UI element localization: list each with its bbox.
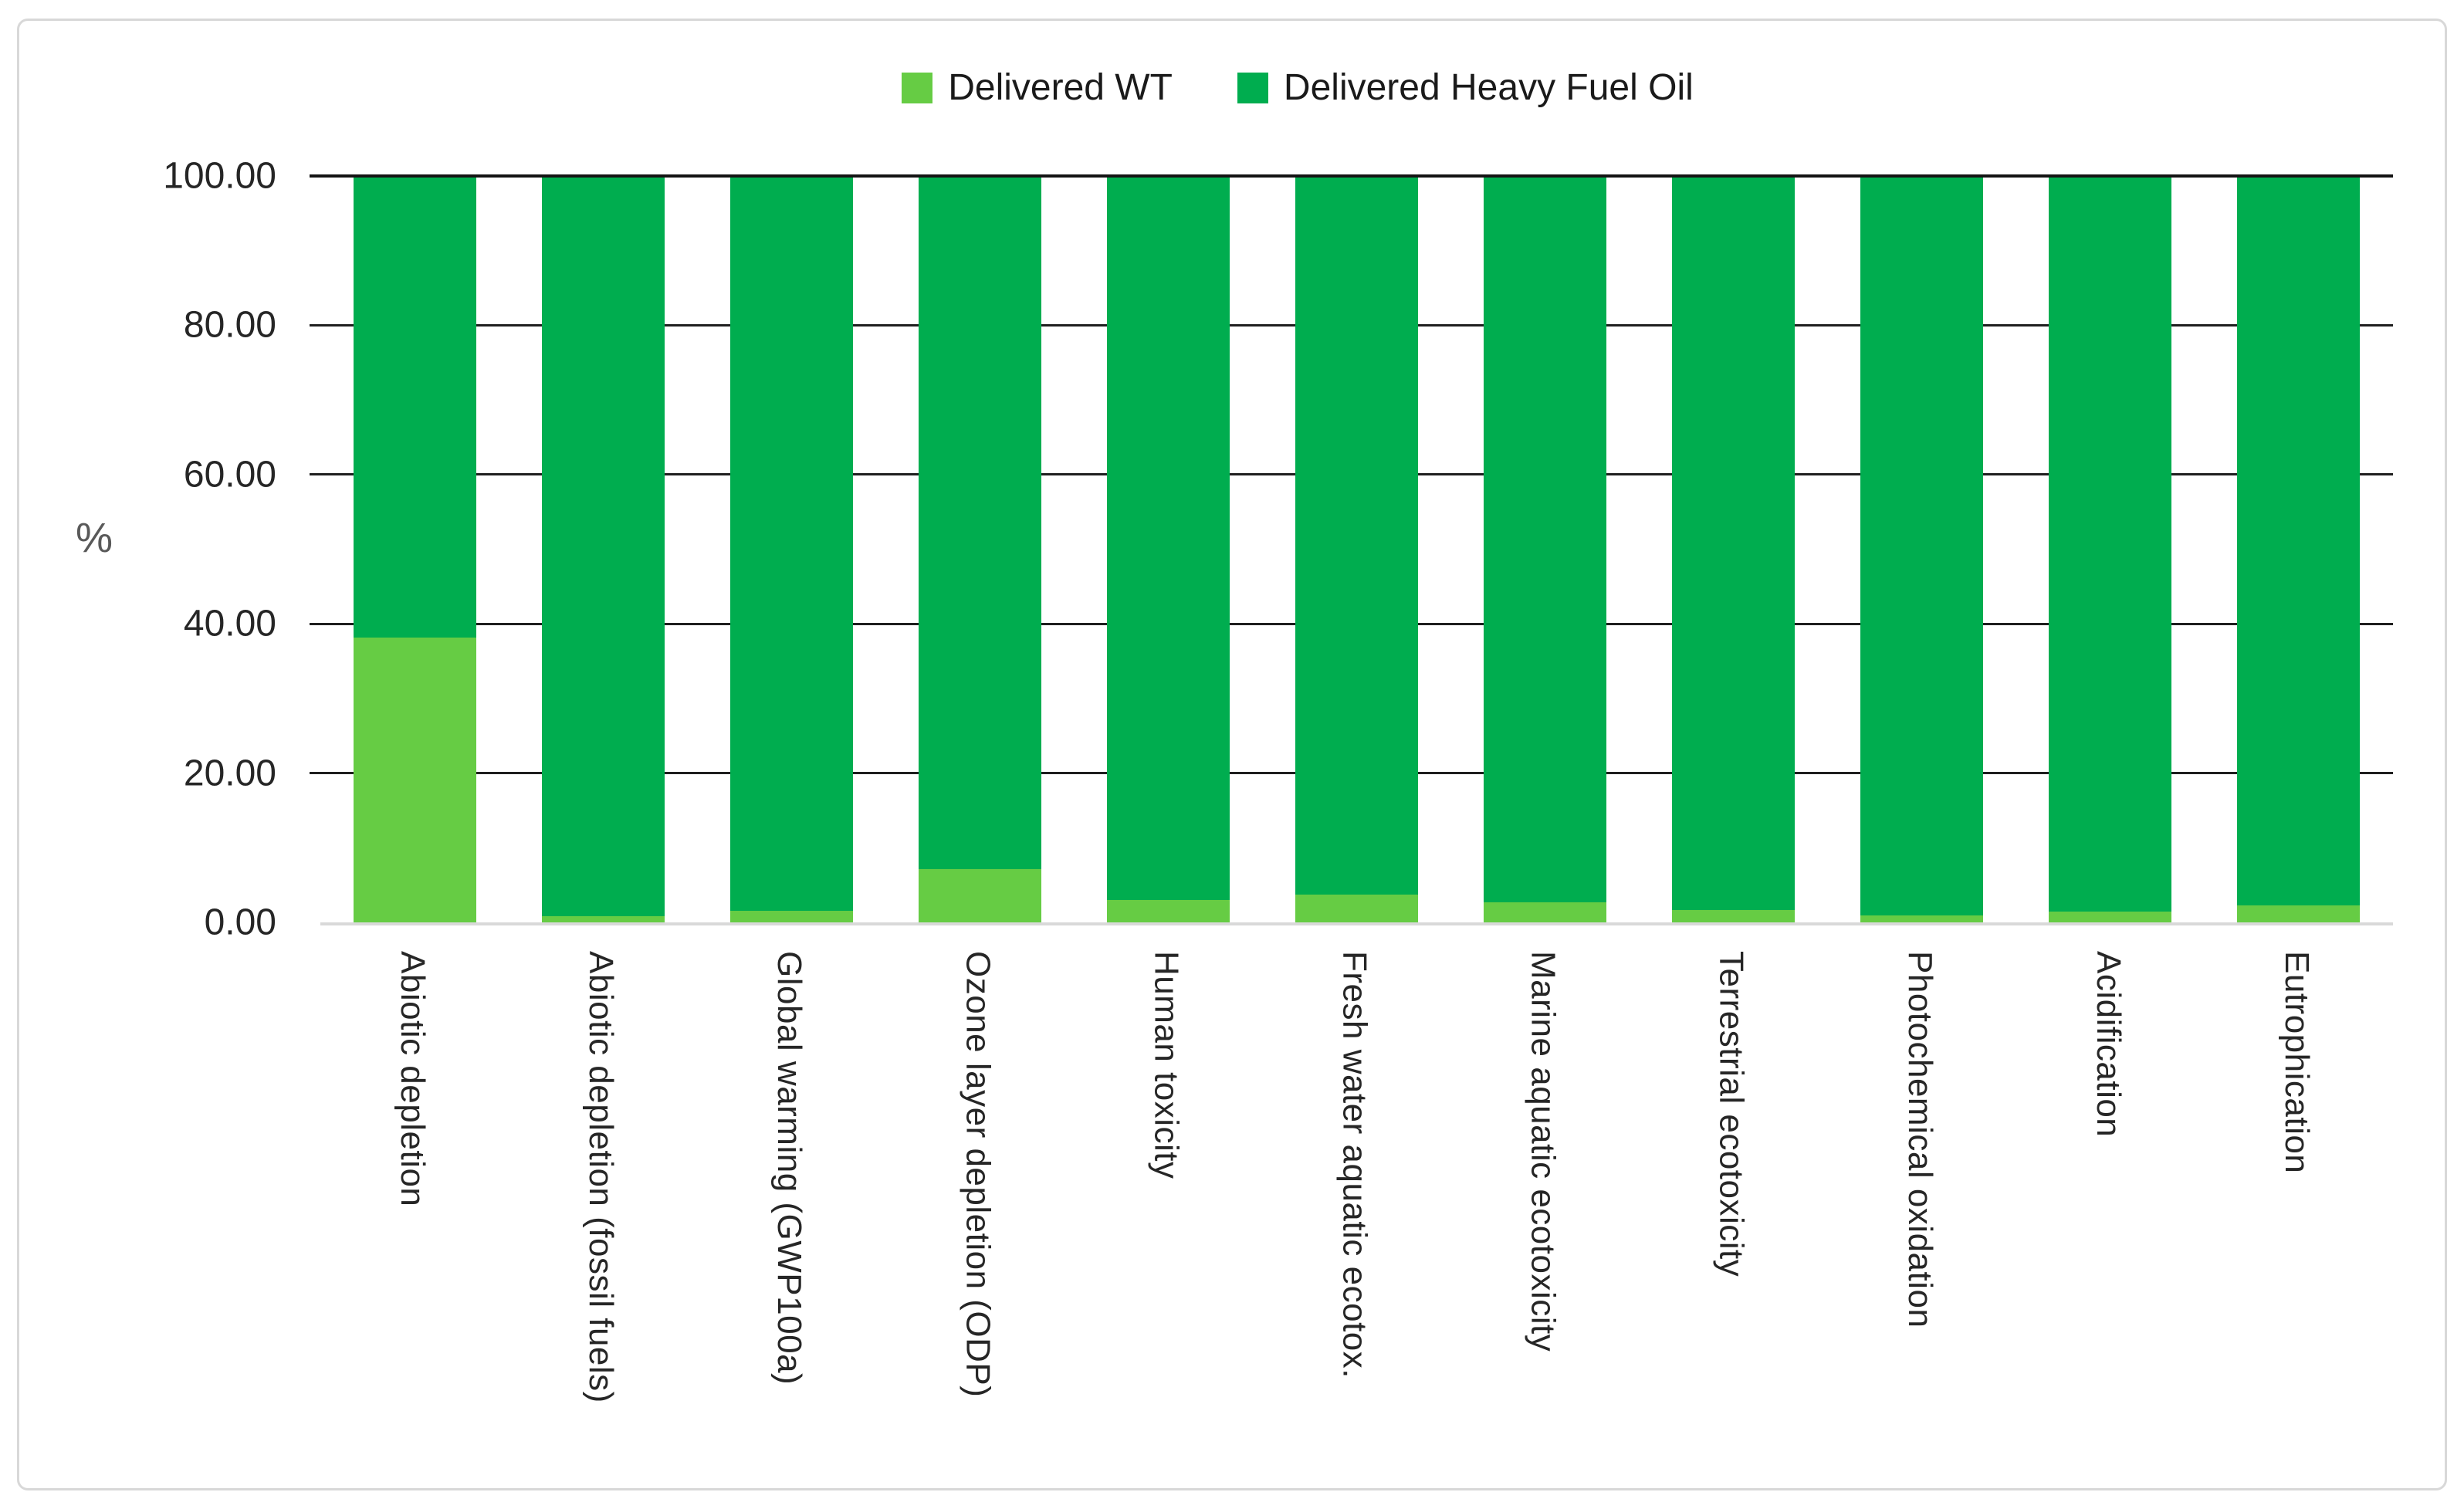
bar-slot [885, 176, 1074, 922]
bar-slot [1640, 176, 1828, 922]
bar-slot [320, 176, 509, 922]
legend-label: Delivered WT [948, 67, 1173, 108]
bar-segment-delivered-heavy-fuel-oil [1860, 176, 1984, 916]
x-axis-line [320, 922, 2393, 925]
x-category-label: Marine aquatic ecotoxicity [1524, 951, 1562, 1352]
bar-segment-delivered-heavy-fuel-oil [918, 176, 1041, 870]
stacked-bar-6 [1295, 176, 1418, 922]
legend-item-delivered-wt: Delivered WT [902, 66, 1173, 109]
legend-swatch-delivered-wt [902, 72, 933, 103]
x-category-label: Abiotic depletion (fossil fuels) [582, 951, 621, 1403]
bar-slot [2205, 176, 2393, 922]
y-tick-label-40: 40.00 [183, 603, 276, 645]
bar-slot [2016, 176, 2205, 922]
bar-segment-delivered-wt [1672, 909, 1796, 922]
y-tick-label-100: 100.00 [163, 155, 276, 197]
bar-segment-delivered-wt [541, 916, 665, 922]
bar-segment-delivered-heavy-fuel-oil [729, 176, 853, 911]
bar-segment-delivered-wt [1106, 900, 1230, 922]
stacked-bar-2 [541, 176, 665, 922]
bar-segment-delivered-wt [2049, 911, 2172, 922]
bar-slot [1828, 176, 2016, 922]
legend-swatch-delivered-heavy-fuel-oil [1237, 72, 1268, 103]
bar-segment-delivered-heavy-fuel-oil [1295, 176, 1418, 895]
bar-segment-delivered-heavy-fuel-oil [2237, 176, 2361, 905]
bar-segment-delivered-wt [353, 637, 476, 922]
stacked-bar-11 [2237, 176, 2361, 922]
x-category-label: Human toxicity [1147, 951, 1186, 1179]
bar-segment-delivered-heavy-fuel-oil [1672, 176, 1796, 910]
bar-segment-delivered-heavy-fuel-oil [541, 176, 665, 917]
y-tick-label-60: 60.00 [183, 454, 276, 496]
bar-segment-delivered-wt [2237, 905, 2361, 922]
stacked-bar-1 [353, 176, 476, 922]
bar-segment-delivered-heavy-fuel-oil [353, 176, 476, 638]
stacked-bar-9 [1860, 176, 1984, 922]
plot-area [310, 174, 2393, 925]
stacked-bar-7 [1484, 176, 1607, 922]
bar-segment-delivered-heavy-fuel-oil [1484, 176, 1607, 902]
bar-slot [1074, 176, 1262, 922]
y-tick-label-0: 0.00 [204, 902, 276, 943]
x-category-label: Ozone layer depletion (ODP) [959, 951, 997, 1398]
legend-item-delivered-heavy-fuel-oil: Delivered Heavy Fuel Oil [1237, 66, 1694, 109]
bar-slot [1451, 176, 1640, 922]
x-category-label: Fresh water aquatic ecotox. [1335, 951, 1374, 1379]
x-category-label: Photochemical oxidation [1900, 951, 1939, 1328]
x-axis-category-labels: Abiotic depletion Abiotic depletion (foss… [320, 951, 2393, 1507]
stacked-bar-5 [1106, 176, 1230, 922]
bar-segment-delivered-wt [1860, 915, 1984, 922]
stacked-bar-8 [1672, 176, 1796, 922]
bar-segment-delivered-heavy-fuel-oil [1106, 176, 1230, 900]
bar-segment-delivered-wt [729, 910, 853, 922]
y-axis-title: % [76, 515, 113, 561]
x-category-label: Eutrophication [2277, 951, 2316, 1174]
x-category-label: Terrestrial ecotoxicity [1712, 951, 1751, 1277]
x-category-label: Acidification [2089, 951, 2127, 1138]
x-category-label: Abiotic depletion [394, 951, 432, 1207]
y-axis-tick-labels: 0.00 20.00 40.00 60.00 80.00 100.00 [0, 0, 276, 1509]
bar-segment-delivered-heavy-fuel-oil [2049, 176, 2172, 912]
y-tick-label-80: 80.00 [183, 304, 276, 346]
bar-segment-delivered-wt [1484, 902, 1607, 922]
bar-segment-delivered-wt [1295, 895, 1418, 922]
legend: Delivered WT Delivered Heavy Fuel Oil [0, 66, 2464, 109]
bar-slot [697, 176, 885, 922]
bar-segment-delivered-wt [918, 869, 1041, 922]
bar-slot [509, 176, 697, 922]
gridline-100 [310, 174, 2393, 178]
y-tick-label-20: 20.00 [183, 753, 276, 794]
legend-label: Delivered Heavy Fuel Oil [1283, 67, 1694, 108]
stacked-bar-10 [2049, 176, 2172, 922]
stacked-bar-3 [729, 176, 853, 922]
stacked-bar-4 [918, 176, 1041, 922]
x-category-label: Global warming (GWP100a) [770, 951, 809, 1386]
bar-slot [1262, 176, 1450, 922]
